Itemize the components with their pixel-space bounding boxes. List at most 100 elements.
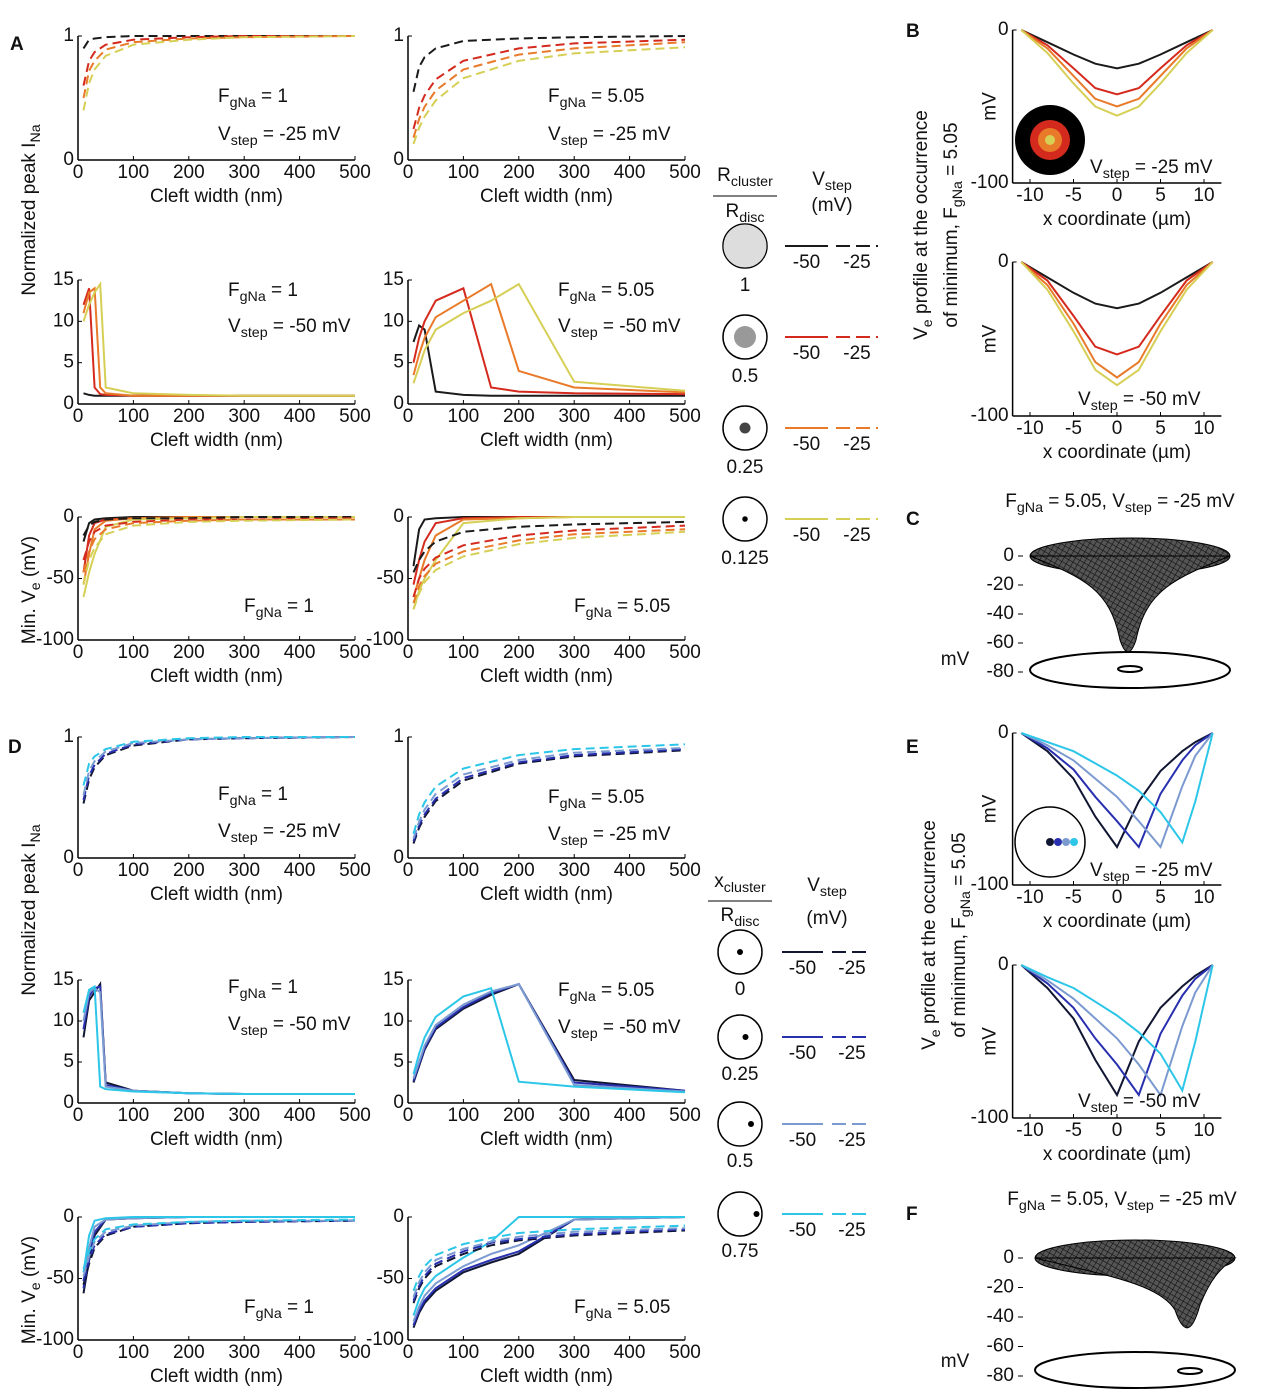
x-tick-label: 0 — [73, 860, 84, 881]
series-line — [1020, 964, 1214, 1094]
z-tick-label: -80 — [987, 1365, 1014, 1386]
x-tick-label: 0 — [73, 162, 84, 183]
series-line — [82, 516, 355, 573]
text-run: gNa — [586, 605, 612, 621]
series-line — [82, 286, 355, 397]
x-tick-label: 400 — [614, 1105, 646, 1126]
x-tick-label: 300 — [228, 1342, 260, 1363]
text-run: V — [218, 124, 231, 145]
legend-header: Rdisc — [725, 201, 764, 226]
series-line — [1020, 29, 1214, 96]
x-tick-label: 300 — [228, 642, 260, 663]
series-line — [412, 282, 686, 392]
x-tick-label: 400 — [614, 162, 646, 183]
inset-disc — [1015, 105, 1085, 175]
text-run: gNa — [570, 989, 596, 1005]
axis-label: Normalized peak INa — [19, 824, 44, 995]
legend-label: -25 — [838, 1220, 865, 1241]
y-tick-label: -50 — [377, 568, 404, 589]
x-axis-label: Cleft width (nm) — [150, 1366, 283, 1387]
text-run: V — [1090, 157, 1103, 178]
annotation: FgNa = 5.05 — [558, 280, 654, 305]
series-line — [412, 986, 686, 1094]
y-tick-label: 10 — [53, 1010, 74, 1031]
x-tick-label: 100 — [118, 406, 150, 427]
x-tick-label: 500 — [339, 1105, 371, 1126]
legend-label: -25 — [838, 1130, 865, 1151]
annotation: Vstep = -25 mV — [548, 824, 671, 849]
text-run: = 5.05 — [612, 596, 671, 617]
legend-label: 0.75 — [722, 1241, 759, 1262]
y-tick-label: 1 — [393, 726, 404, 747]
legend-label: 0 — [735, 979, 746, 1000]
text-run: Na — [28, 824, 44, 842]
x-tick-label: 300 — [228, 162, 260, 183]
text-run: Na — [28, 124, 44, 142]
text-run: of minimum, F — [949, 917, 970, 1037]
x-tick-label: 100 — [448, 860, 480, 881]
text-run: = -50 mV — [268, 1014, 351, 1035]
text-run: Normalized peak I — [19, 843, 40, 996]
text-run: V — [558, 1017, 571, 1038]
y-tick-label: -100 — [36, 629, 74, 650]
text-run: V — [807, 875, 820, 896]
text-run: gNa — [560, 95, 586, 111]
axis-label: Min. Ve (mV) — [19, 1236, 44, 1344]
text-run: gNa — [240, 986, 266, 1002]
text-run: step — [231, 133, 258, 149]
text-run: gNa — [958, 891, 974, 917]
panel-letter: B — [906, 21, 920, 42]
annotation: FgNa = 1 — [228, 977, 298, 1002]
y-tick-label: 0 — [393, 1206, 404, 1227]
x-axis-label: Cleft width (nm) — [480, 884, 613, 905]
text-run: = -25 mV — [1130, 860, 1213, 881]
legend-disc — [717, 1191, 763, 1237]
text-run: = 5.05, V — [1045, 1189, 1127, 1210]
series-line — [412, 1229, 686, 1304]
y-tick-label: 5 — [63, 352, 74, 373]
x-tick-label: 100 — [118, 1105, 150, 1126]
x-tick-label: 200 — [503, 642, 535, 663]
legend-header: Rcluster — [717, 165, 773, 190]
text-run: V — [218, 821, 231, 842]
series-line — [412, 528, 686, 604]
legend-label: -50 — [793, 434, 820, 455]
text-run: = -25 mV — [258, 124, 341, 145]
text-run: gNa — [256, 605, 282, 621]
text-run: V — [1078, 389, 1091, 410]
x-tick-label: -10 — [1016, 418, 1043, 439]
x-tick-label: 100 — [118, 642, 150, 663]
x-tick-label: 400 — [284, 642, 316, 663]
x-tick-label: 5 — [1155, 887, 1166, 908]
x-tick-label: 0 — [403, 642, 414, 663]
x-axis-label: x coordinate (µm) — [1043, 1144, 1191, 1165]
text-run: R — [717, 165, 731, 186]
x-tick-label: 0 — [73, 1105, 84, 1126]
text-run: = 1 — [282, 1297, 314, 1318]
text-run: step — [561, 133, 588, 149]
series-line — [412, 1228, 686, 1301]
text-run: = -50 mV — [268, 316, 351, 337]
series-line — [82, 1218, 356, 1270]
text-run: step — [1125, 500, 1152, 516]
series-line — [412, 743, 686, 835]
y-tick-label: -100 — [36, 1329, 74, 1350]
x-tick-label: 0 — [403, 1342, 414, 1363]
y-tick-label: -100 — [366, 629, 404, 650]
text-run: R — [725, 201, 739, 222]
legend-label: -25 — [843, 252, 870, 273]
text-run: V — [548, 824, 561, 845]
y-tick-label: 0 — [63, 149, 74, 170]
series-line — [82, 518, 355, 573]
x-tick-label: 0 — [1112, 185, 1123, 206]
y-tick-label: 0 — [393, 847, 404, 868]
text-run: step — [231, 830, 258, 846]
series-line — [412, 1224, 686, 1292]
x-tick-label: 100 — [448, 1105, 480, 1126]
series-line — [82, 281, 355, 397]
text-run: step — [1127, 1198, 1154, 1214]
text-run: F — [228, 280, 240, 301]
text-run: gNa — [230, 793, 256, 809]
x-axis-label: Cleft width (nm) — [150, 1129, 283, 1150]
